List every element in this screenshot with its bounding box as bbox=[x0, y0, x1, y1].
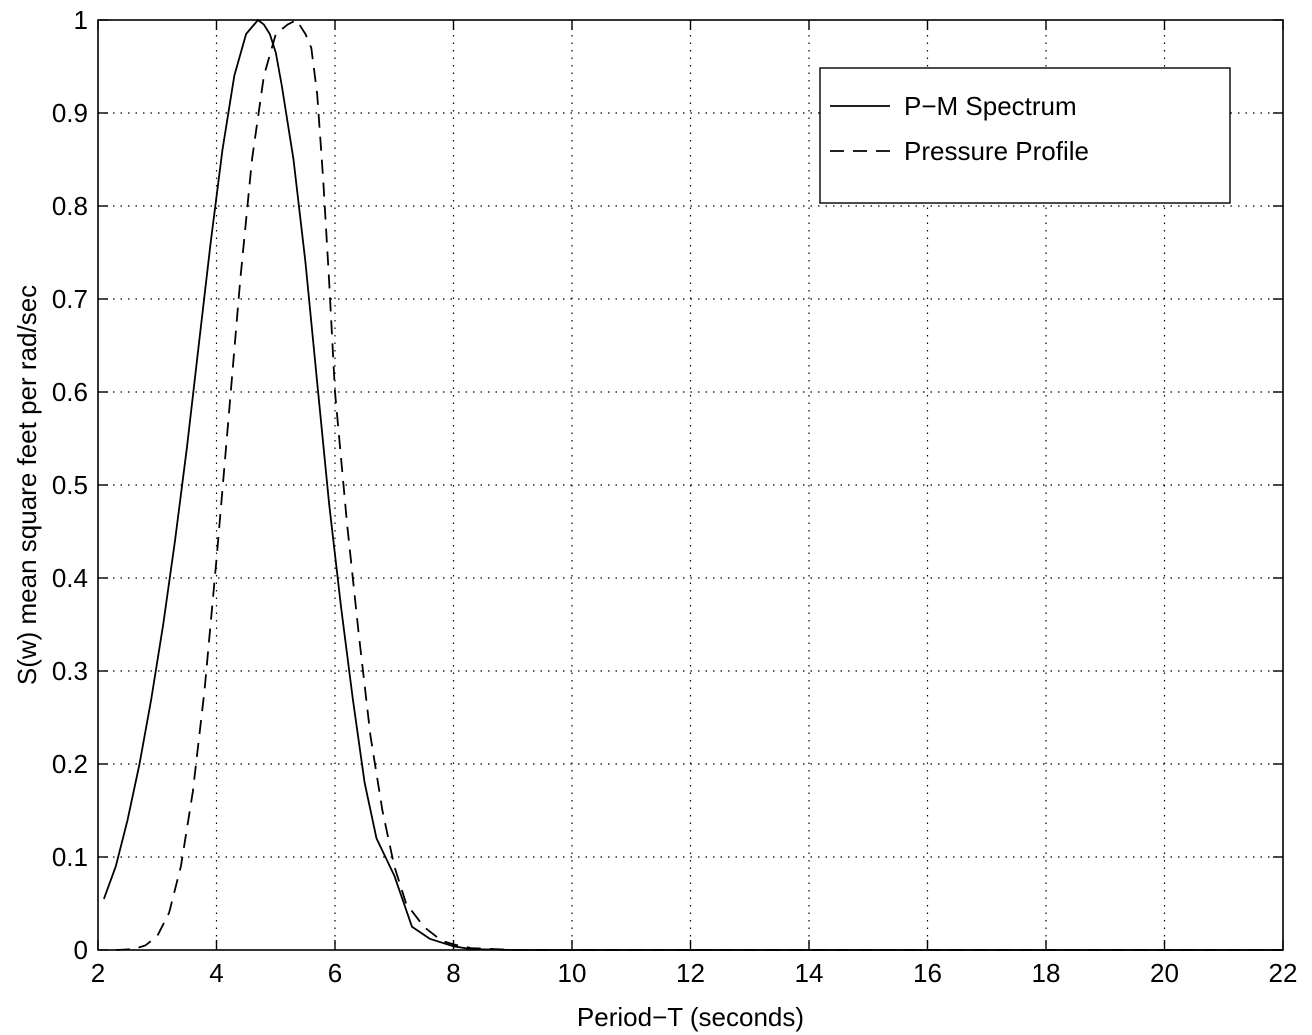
x-tick-label: 2 bbox=[91, 958, 105, 988]
x-tick-label: 6 bbox=[328, 958, 342, 988]
y-tick-label: 0.2 bbox=[52, 749, 88, 779]
legend-entry-pm-spectrum: P−M Spectrum bbox=[904, 91, 1077, 121]
x-tick-label: 14 bbox=[795, 958, 824, 988]
x-tick-label: 16 bbox=[913, 958, 942, 988]
x-axis-label: Period−T (seconds) bbox=[577, 1002, 804, 1032]
x-tick-label: 18 bbox=[1032, 958, 1061, 988]
y-tick-label: 0.3 bbox=[52, 656, 88, 686]
y-tick-label: 0.6 bbox=[52, 377, 88, 407]
x-tick-label: 8 bbox=[446, 958, 460, 988]
y-tick-label: 0.5 bbox=[52, 470, 88, 500]
legend: P−M Spectrum Pressure Profile bbox=[820, 68, 1230, 203]
y-tick-label: 1 bbox=[74, 5, 88, 35]
x-tick-label: 12 bbox=[676, 958, 705, 988]
y-axis-label: S(w) mean square feet per rad/sec bbox=[12, 285, 42, 685]
y-tick-label: 0 bbox=[74, 935, 88, 965]
y-tick-label: 0.4 bbox=[52, 563, 88, 593]
x-tick-label: 4 bbox=[209, 958, 223, 988]
y-tick-label: 0.7 bbox=[52, 284, 88, 314]
y-tick-label: 0.8 bbox=[52, 191, 88, 221]
y-tick-label: 0.9 bbox=[52, 98, 88, 128]
legend-entry-pressure-profile: Pressure Profile bbox=[904, 136, 1089, 166]
x-tick-label: 20 bbox=[1150, 958, 1179, 988]
x-tick-label: 22 bbox=[1269, 958, 1298, 988]
x-tick-label: 10 bbox=[558, 958, 587, 988]
y-tick-label: 0.1 bbox=[52, 842, 88, 872]
